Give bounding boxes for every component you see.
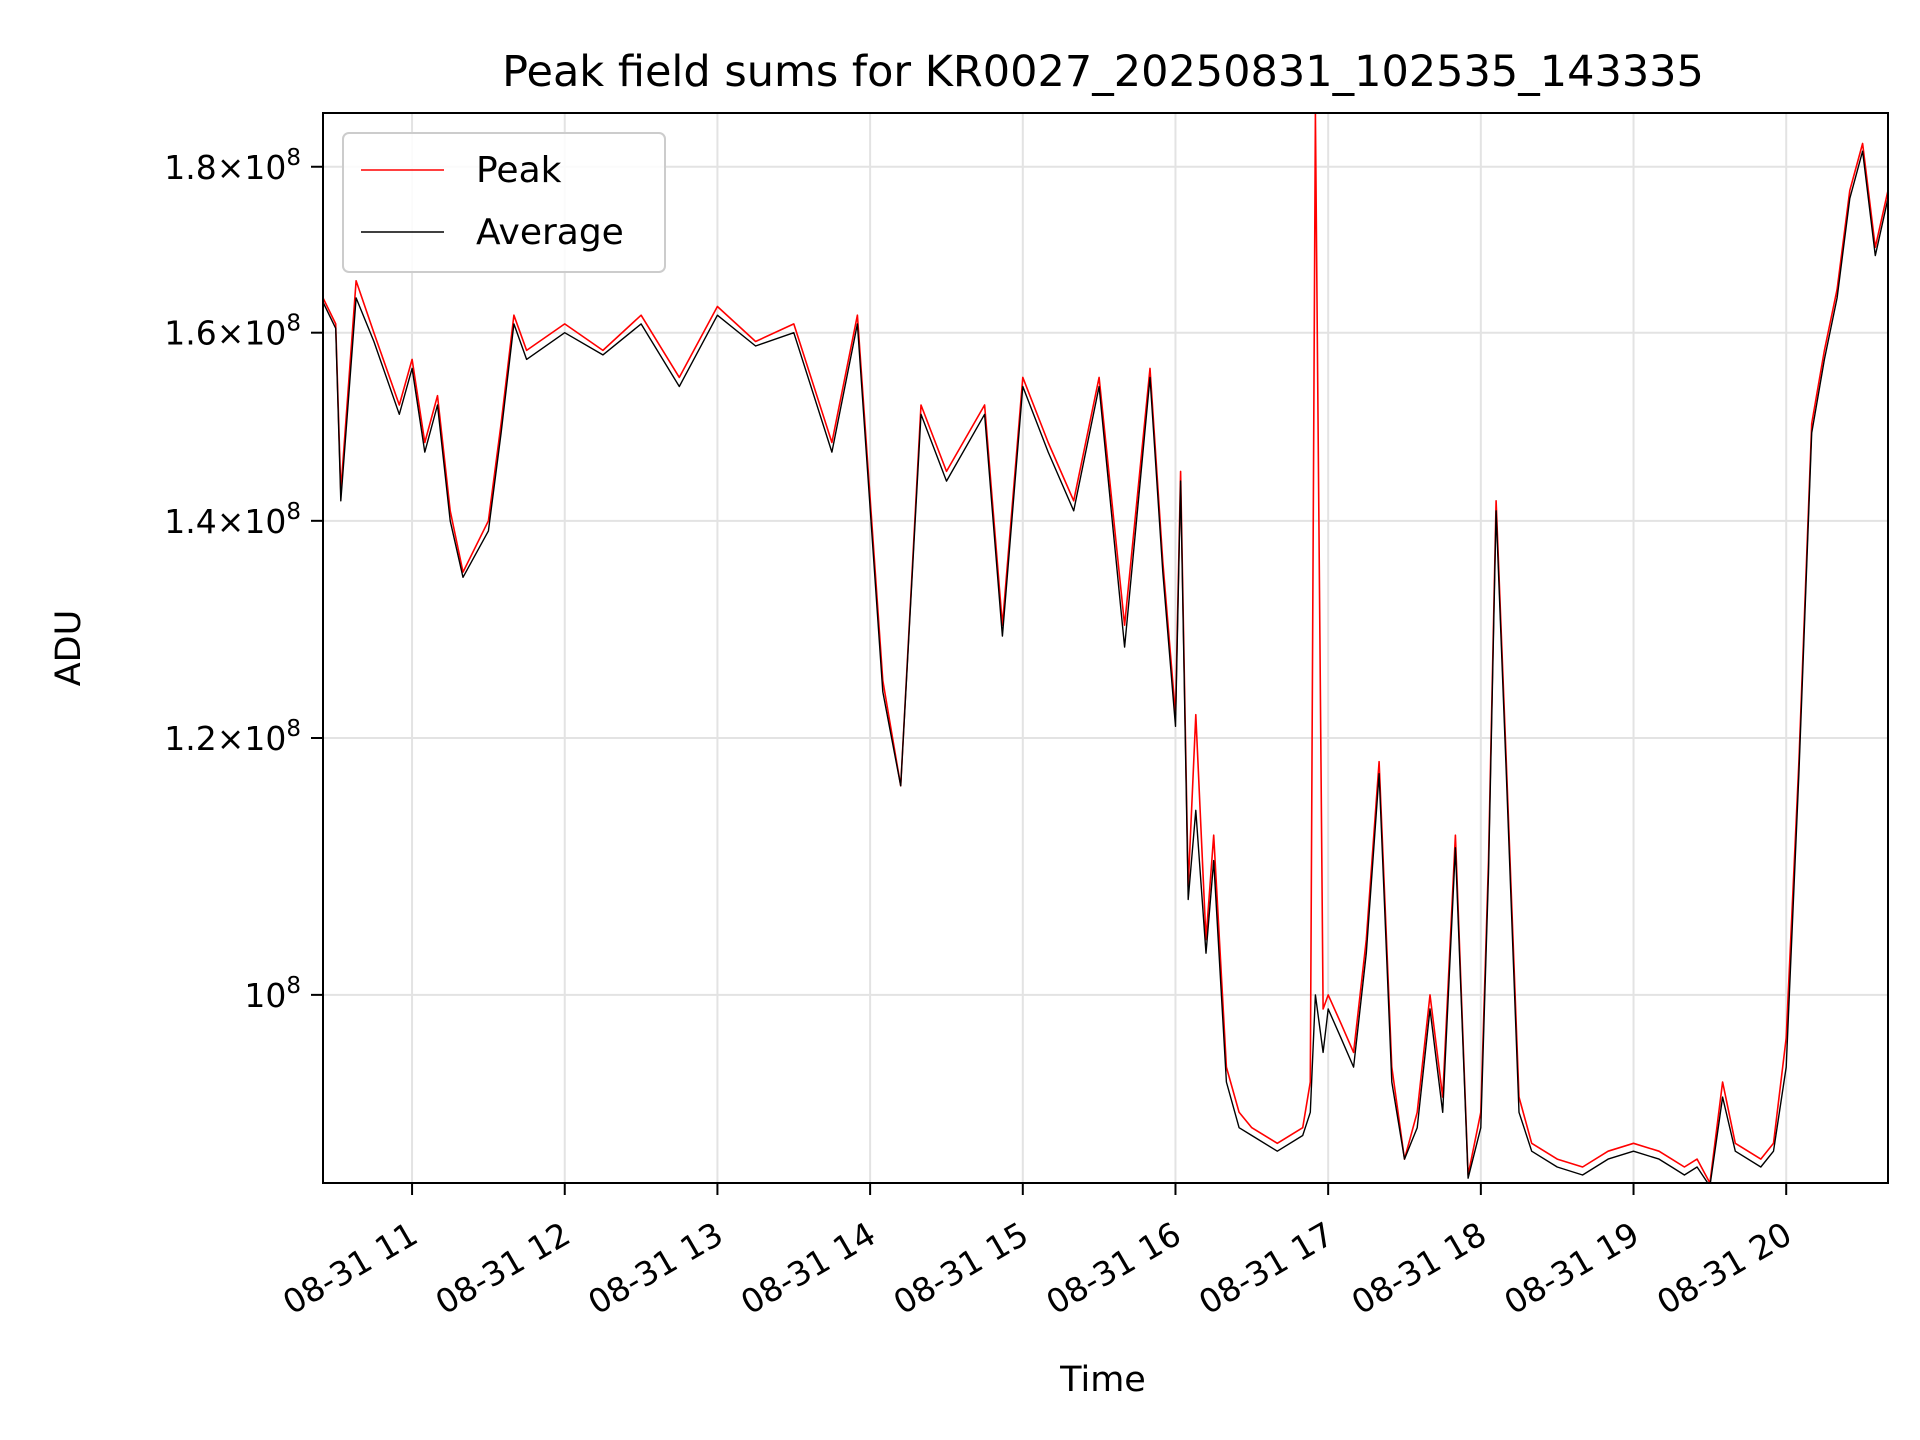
x-axis-title: Time: [1059, 1360, 1146, 1400]
y-tick-label: 1.6×108: [164, 311, 301, 353]
legend: Peak Average: [342, 132, 666, 273]
y-tick-label: 1.4×108: [164, 499, 301, 541]
chart-title: Peak field sums for KR0027_20250831_1025…: [502, 47, 1704, 97]
series-layer: [323, 113, 1888, 1183]
y-axis-title: ADU: [49, 610, 89, 687]
plot-area: [323, 113, 1888, 1183]
series-line-peak: [323, 113, 1888, 1183]
y-axis: 108 1.2×108 1.4×108 1.6×108 1.8×108: [164, 145, 323, 1015]
y-tick-label: 1.8×108: [164, 145, 301, 187]
grid: [323, 113, 1888, 1183]
legend-label-peak: Peak: [476, 150, 562, 191]
y-tick-label: 1.2×108: [164, 716, 301, 758]
plot-frame: [322, 112, 1889, 1184]
legend-box: [342, 132, 666, 273]
series-line-average: [323, 150, 1888, 1183]
y-tick-label: 108: [244, 973, 301, 1015]
legend-label-average: Average: [476, 212, 624, 253]
